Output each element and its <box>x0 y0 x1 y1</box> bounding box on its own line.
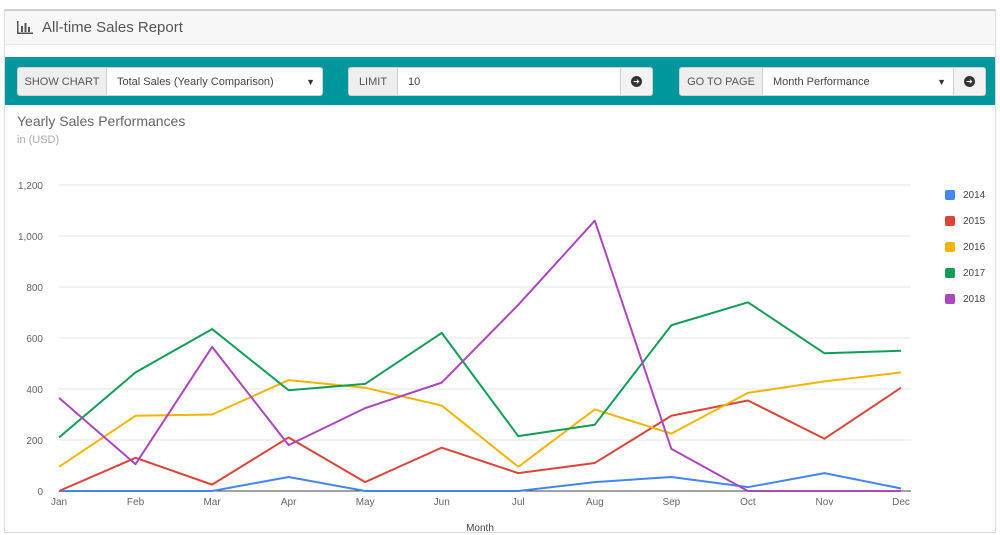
y-tick-label: 400 <box>26 385 43 396</box>
x-tick-label: Aug <box>586 497 604 508</box>
legend-swatch <box>945 190 955 200</box>
x-tick-label: May <box>356 497 375 508</box>
show-chart-select[interactable]: Total Sales (Yearly Comparison) ▼ <box>107 67 323 96</box>
x-tick-label: Jun <box>434 497 450 508</box>
chevron-down-icon: ▼ <box>937 77 946 87</box>
legend-label: 2015 <box>963 215 986 227</box>
go-to-page-group: GO TO PAGE Month Performance ▼ ➔ <box>679 67 986 96</box>
series-line-2017[interactable] <box>58 301 902 439</box>
chart-subtitle: in (USD) <box>17 134 60 146</box>
legend-label: 2014 <box>963 189 986 201</box>
x-tick-label: Sep <box>662 497 680 508</box>
x-tick-label: Mar <box>203 497 221 508</box>
go-to-page-select[interactable]: Month Performance ▼ <box>763 67 954 96</box>
x-tick-label: Apr <box>281 497 297 508</box>
x-axis-label: Month <box>466 523 494 533</box>
legend-label: 2017 <box>963 267 986 279</box>
limit-input[interactable]: 10 <box>398 67 621 96</box>
go-to-page-label: GO TO PAGE <box>679 67 763 96</box>
legend-swatch <box>945 216 955 226</box>
x-tick-label: Feb <box>127 497 145 508</box>
y-tick-label: 0 <box>37 487 43 498</box>
legend-swatch <box>945 294 955 304</box>
y-tick-label: 200 <box>26 436 43 447</box>
legend-label: 2018 <box>963 293 986 305</box>
limit-value: 10 <box>408 75 421 88</box>
legend-item-2014[interactable]: 2014 <box>945 182 985 208</box>
x-tick-label: Nov <box>816 497 834 508</box>
legend-label: 2016 <box>963 241 986 253</box>
series-line-2016[interactable] <box>58 371 902 468</box>
series-line-2015[interactable] <box>58 386 902 492</box>
line-chart: 0 200 400 600 800 1,000 1,200 Jan Feb Mar Apr May Ju… <box>18 181 911 533</box>
go-to-page-value: Month Performance <box>773 75 870 88</box>
legend-item-2015[interactable]: 2015 <box>945 208 985 234</box>
legend-swatch <box>945 242 955 252</box>
legend-item-2018[interactable]: 2018 <box>945 286 985 312</box>
report-header: All-time Sales Report <box>5 11 995 45</box>
show-chart-label: SHOW CHART <box>17 67 107 96</box>
show-chart-value: Total Sales (Yearly Comparison) <box>117 75 274 88</box>
legend-swatch <box>945 268 955 278</box>
y-tick-label: 1,000 <box>18 232 43 243</box>
chart-toolbar: SHOW CHART Total Sales (Yearly Compariso… <box>5 57 995 105</box>
y-tick-label: 1,200 <box>18 181 43 192</box>
y-tick-label: 800 <box>26 283 43 294</box>
limit-go-button[interactable]: ➔ <box>621 67 653 96</box>
go-to-page-button[interactable]: ➔ <box>954 67 986 96</box>
series-line-2014[interactable] <box>59 472 902 492</box>
chart-title: Yearly Sales Performances <box>17 113 186 129</box>
x-tick-label: Jan <box>51 497 67 508</box>
arrow-right-circle-icon: ➔ <box>964 76 975 87</box>
report-panel: All-time Sales Report SHOW CHART Total S… <box>4 9 996 533</box>
chart-legend: 2014 2015 2016 2017 2018 <box>945 182 985 312</box>
x-tick-label: Dec <box>892 497 910 508</box>
arrow-right-circle-icon: ➔ <box>631 76 642 87</box>
series-line-2018[interactable] <box>58 219 901 492</box>
y-tick-label: 600 <box>26 334 43 345</box>
chevron-down-icon: ▼ <box>306 77 315 87</box>
x-tick-label: Oct <box>740 497 756 508</box>
show-chart-group: SHOW CHART Total Sales (Yearly Compariso… <box>17 67 323 96</box>
legend-item-2017[interactable]: 2017 <box>945 260 985 286</box>
x-tick-label: Jul <box>512 497 525 508</box>
legend-item-2016[interactable]: 2016 <box>945 234 985 260</box>
bar-chart-icon <box>17 21 33 34</box>
limit-group: LIMIT 10 ➔ <box>348 67 653 96</box>
limit-label: LIMIT <box>348 67 398 96</box>
report-title: All-time Sales Report <box>42 19 183 36</box>
